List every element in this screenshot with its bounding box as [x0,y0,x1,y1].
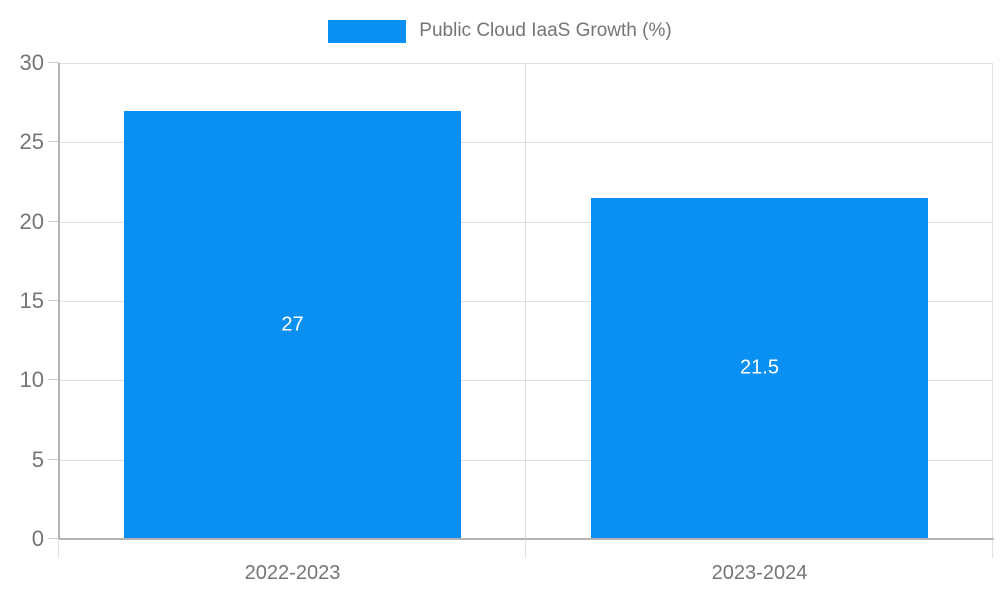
y-tick-label: 5 [31,446,44,472]
x-tick-mark [525,539,526,558]
y-tick-mark [48,141,59,143]
x-tick-mark [992,539,993,558]
gridline [59,142,993,144]
y-tick-label: 30 [19,50,44,75]
y-axis-ticks [48,62,59,539]
x-tick-mark [58,539,59,558]
y-tick-mark [48,538,59,539]
y-tick-mark [48,379,59,381]
plot-area: 27 21.5 [59,63,993,539]
gridline [59,221,993,223]
plot-right-border [992,63,993,539]
y-axis-line [58,63,60,539]
legend-swatch-icon [328,19,407,43]
x-axis-labels: 2022-2023 2023-2024 [59,562,993,590]
y-tick-label: 25 [19,129,44,155]
y-tick-label: 10 [19,367,44,393]
bar-value-label: 21.5 [740,356,779,379]
y-axis-labels: 0 5 10 15 20 25 30 [0,50,44,551]
y-tick-mark [48,300,59,301]
bar[interactable] [591,197,928,539]
bar-value-label: 27 [281,313,304,336]
category-separator [525,63,526,539]
y-tick-mark [48,458,59,460]
y-tick-label: 0 [31,526,44,551]
y-tick-label: 20 [19,208,44,234]
legend-label: Public Cloud IaaS Growth (%) [419,20,672,41]
y-tick-label: 15 [19,288,44,313]
gridline [59,63,993,64]
x-tick-label: 2023-2024 [711,562,808,584]
x-tick-label: 2022-2023 [244,562,341,584]
gridline [59,380,993,382]
legend: Public Cloud IaaS Growth (%) [0,15,1000,47]
legend-item[interactable]: Public Cloud IaaS Growth (%) [328,19,672,43]
x-axis-ticks [58,539,993,558]
gridline [59,459,993,461]
bar[interactable] [124,110,461,539]
gridline [59,301,993,302]
y-tick-mark [48,220,59,222]
x-axis-line [58,538,994,540]
y-tick-mark [48,62,59,63]
